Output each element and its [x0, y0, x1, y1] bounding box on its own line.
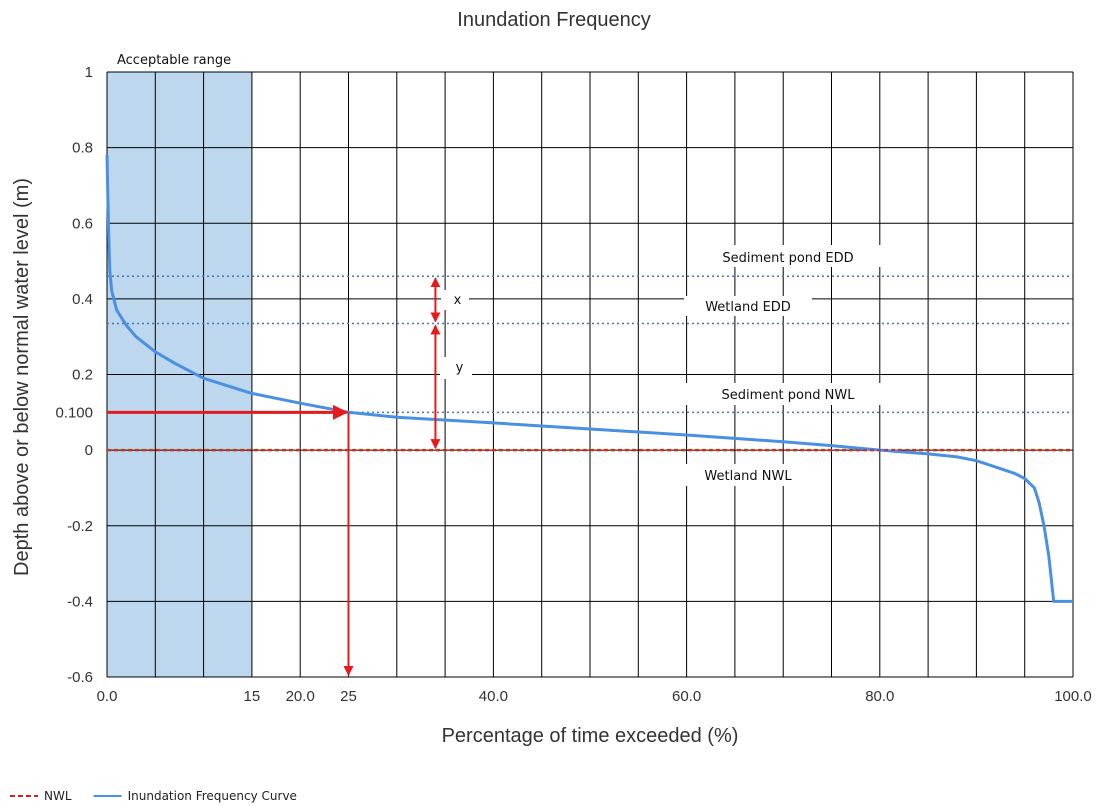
acceptable-range-label: Acceptable range: [117, 53, 231, 68]
chart-legend: NWL Inundation Frequency Curve: [10, 789, 297, 803]
annotation-layer: xy: [107, 277, 464, 676]
y-tick-label: 0.100: [55, 404, 93, 421]
chart-title: Inundation Frequency: [457, 9, 650, 31]
reference-label-sediment-pond-nwl: Sediment pond NWL: [722, 388, 856, 403]
y-tick-label: -0.6: [67, 669, 93, 686]
y-tick-label: 1: [85, 64, 93, 81]
label-background: [688, 245, 888, 267]
y-tick-label: 0: [85, 442, 93, 459]
label-background: [684, 383, 892, 405]
label-background: [441, 290, 469, 310]
y-tick-label: -0.4: [67, 593, 93, 610]
x-tick-label: 25: [340, 688, 357, 705]
tick-labels: 0.0 15 20.0 25 40.0 60.0 80.0 100.0 1 0.8 0.6 0.4 0.…: [55, 64, 1091, 705]
x-axis-label: Percentage of time exceeded (%): [442, 725, 739, 747]
series-layer: [105, 155, 1073, 603]
label-background: [440, 357, 472, 379]
reference-label-wetland-nwl: Wetland NWL: [704, 469, 792, 484]
legend-label: Inundation Frequency Curve: [128, 789, 297, 803]
legend-label: NWL: [44, 789, 72, 803]
x-dimension-label: x: [454, 293, 462, 308]
y-tick-label: 0.2: [72, 367, 93, 384]
x-tick-label: 20.0: [286, 688, 315, 705]
x-tick-label: 60.0: [672, 688, 701, 705]
x-tick-label: 0.0: [97, 688, 118, 705]
x-tick-label: 15: [244, 688, 261, 705]
y-axis-label: Depth above or below normal water level …: [11, 178, 33, 576]
inundation-frequency-curve: [105, 155, 1073, 603]
grid-lines: [106, 71, 1074, 678]
y-dimension-label: y: [456, 361, 464, 376]
x-tick-label: 100.0: [1054, 688, 1092, 705]
label-background: [684, 464, 812, 486]
y-tick-label: -0.2: [67, 518, 93, 535]
y-tick-label: 0.6: [72, 215, 93, 232]
x-tick-label: 40.0: [479, 688, 508, 705]
y-tick-label: 0.8: [72, 140, 93, 157]
reference-label-wetland-edd: Wetland EDD: [705, 300, 791, 315]
label-background: [684, 296, 812, 316]
x-tick-label: 80.0: [865, 688, 894, 705]
reference-label-sediment-pond-edd: Sediment pond EDD: [722, 251, 853, 266]
y-tick-label: 0.4: [72, 291, 93, 308]
